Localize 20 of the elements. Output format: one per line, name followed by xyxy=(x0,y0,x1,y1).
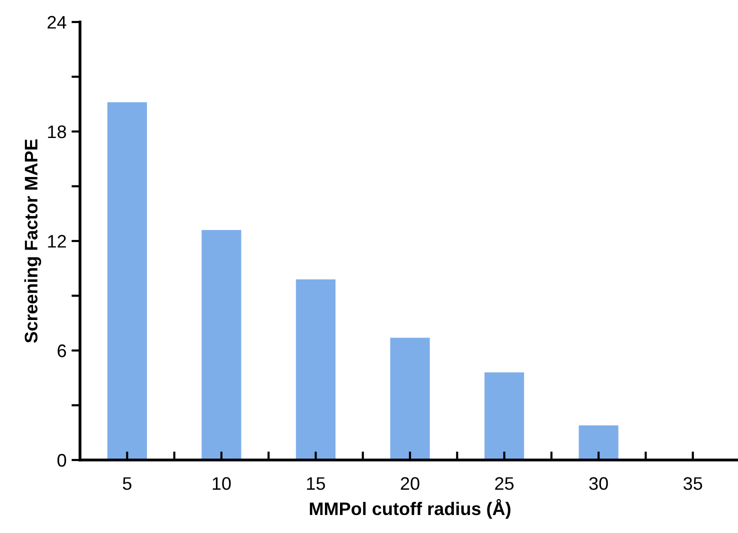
y-tick-label: 6 xyxy=(58,344,66,358)
y-tick-label: 12 xyxy=(48,234,66,248)
x-tick-label: 30 xyxy=(589,477,608,490)
x-tick-label: 5 xyxy=(122,477,132,490)
x-tick-label: 35 xyxy=(684,477,702,490)
x-tick-label: 10 xyxy=(212,477,231,490)
y-tick-label: 0 xyxy=(57,454,66,467)
y-axis-title: Screening Factor MAPE xyxy=(24,139,42,343)
bar xyxy=(484,372,524,460)
bar xyxy=(202,230,242,460)
y-tick-label: 24 xyxy=(48,16,66,29)
y-tick-label: 18 xyxy=(48,125,66,138)
bar xyxy=(107,102,147,460)
bar xyxy=(296,279,336,460)
x-axis-title: MMPol cutoff radius (Å) xyxy=(310,499,510,519)
x-tick-label: 15 xyxy=(307,477,325,490)
bar xyxy=(390,338,430,460)
x-tick-label: 25 xyxy=(495,477,514,490)
bar xyxy=(578,425,618,460)
x-tick-label: 20 xyxy=(400,477,420,490)
